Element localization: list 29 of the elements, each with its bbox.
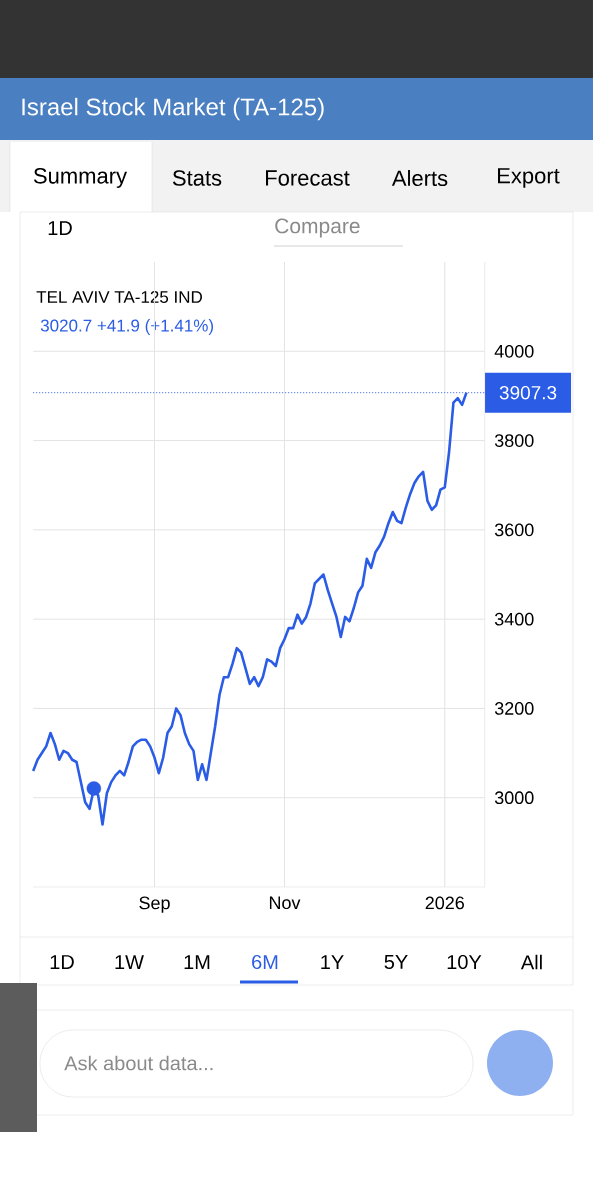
text: 1Y bbox=[321, 955, 344, 969]
text: Ask about data... bbox=[64, 1055, 213, 1071]
text: 1D bbox=[48, 221, 72, 235]
text: 10Y bbox=[447, 954, 482, 970]
x-tick-label: Sep bbox=[139, 896, 170, 913]
y-tick-label: 3200 bbox=[494, 702, 534, 715]
ref-line-label: 3907.3 bbox=[499, 385, 557, 400]
y-tick-label: 3400 bbox=[494, 612, 534, 626]
y-tick-label: 3600 bbox=[494, 523, 534, 537]
text: 6M bbox=[252, 954, 278, 970]
text: 5Y bbox=[384, 955, 408, 969]
text: Export bbox=[498, 168, 560, 188]
text: All bbox=[520, 954, 542, 970]
y-tick-label: 4000 bbox=[494, 344, 534, 358]
text: Forecast bbox=[266, 170, 350, 186]
x-tick-label: 2026 bbox=[425, 896, 464, 910]
text: Alerts bbox=[391, 169, 448, 187]
text: Compare bbox=[275, 218, 360, 238]
text: 1M bbox=[184, 955, 210, 969]
text: 1D bbox=[50, 955, 74, 969]
y-tick-label: 3800 bbox=[494, 434, 534, 447]
text: Summary bbox=[33, 168, 128, 188]
text: 1W bbox=[115, 955, 144, 969]
x-tick-label: Nov bbox=[269, 896, 301, 910]
text: TEL AVIV TA-125 IND bbox=[36, 290, 202, 304]
y-tick-label: 3000 bbox=[494, 791, 534, 805]
annotation: 3020.7 +41.9 (+1.41%) bbox=[40, 319, 214, 335]
chart-title: Israel Stock Market (TA-125) bbox=[22, 97, 324, 121]
text: Stats bbox=[172, 170, 222, 186]
